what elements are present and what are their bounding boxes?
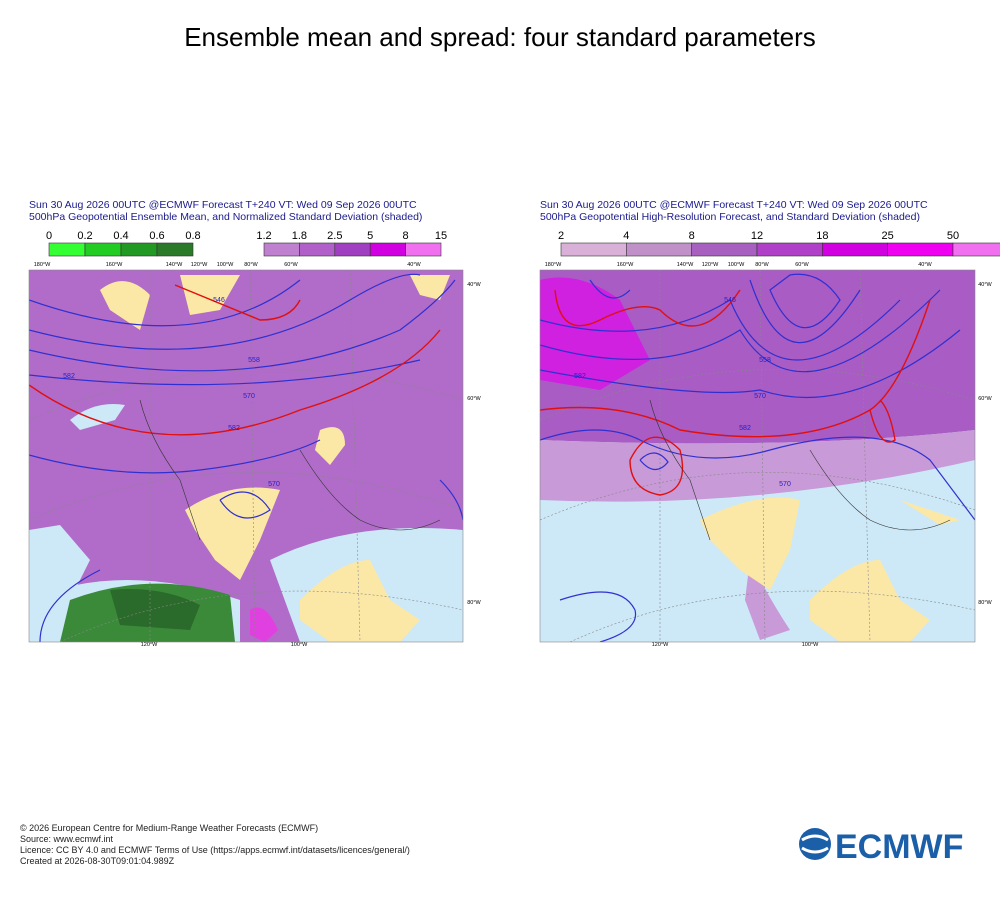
page-title: Ensemble mean and spread: four standard … bbox=[184, 22, 816, 52]
graticule-label: 100°W bbox=[728, 262, 745, 268]
graticule-label: 60°W bbox=[284, 262, 298, 268]
graticule-label: 60°W bbox=[978, 396, 992, 402]
legend-swatch bbox=[887, 242, 954, 257]
graticule-label: 140°W bbox=[677, 262, 694, 268]
panel-header: Sun 30 Aug 2026 00UTC @ECMWF Forecast T+… bbox=[540, 199, 928, 211]
graticule-label: 100°W bbox=[802, 642, 819, 648]
legend-label: 2.5 bbox=[327, 230, 342, 242]
legend-swatch bbox=[952, 242, 1000, 257]
graticule-label: 180°W bbox=[34, 262, 51, 268]
legend-label: 1.8 bbox=[292, 230, 307, 242]
contour-label: 570 bbox=[243, 393, 255, 400]
graticule-label: 80°W bbox=[755, 262, 769, 268]
legend-label: 8 bbox=[403, 230, 409, 242]
contour-label: 570 bbox=[268, 481, 280, 488]
graticule-label: 140°W bbox=[166, 262, 183, 268]
legend-label: 0 bbox=[46, 230, 52, 242]
legend-swatch bbox=[560, 242, 627, 257]
legend-label: 25 bbox=[882, 230, 894, 242]
contour-label: 570 bbox=[779, 481, 791, 488]
legend-swatch bbox=[156, 242, 194, 257]
graticule-label: 80°W bbox=[244, 262, 258, 268]
contour-label: 582 bbox=[574, 373, 586, 380]
graticule-label: 120°W bbox=[652, 642, 669, 648]
legend-swatch bbox=[84, 242, 122, 257]
map-left bbox=[29, 270, 463, 642]
graticule-label: 80°W bbox=[467, 600, 481, 606]
contour-label: 546 bbox=[724, 297, 736, 304]
legend-swatch bbox=[756, 242, 823, 257]
logo-text: ECMWF bbox=[835, 828, 963, 866]
graticule-label: 160°W bbox=[106, 262, 123, 268]
legend-label: 1.2 bbox=[256, 230, 271, 242]
contour-label: 582 bbox=[739, 425, 751, 432]
legend-label: 15 bbox=[435, 230, 447, 242]
legend-label: 0.4 bbox=[113, 230, 128, 242]
contour-label: 558 bbox=[248, 357, 260, 364]
graticule-label: 40°W bbox=[407, 262, 421, 268]
legend-swatch bbox=[334, 242, 371, 257]
legend-label: 8 bbox=[689, 230, 695, 242]
legend-label: 5 bbox=[367, 230, 373, 242]
legend-swatch bbox=[626, 242, 692, 257]
legend-label: 0.8 bbox=[185, 230, 200, 242]
legend-swatch bbox=[120, 242, 158, 257]
logo: ECMWF bbox=[799, 828, 963, 866]
legend-swatch bbox=[299, 242, 336, 257]
legend-label: 2 bbox=[558, 230, 564, 242]
map-right bbox=[540, 270, 975, 642]
footer-line: Source: www.ecmwf.int bbox=[20, 834, 114, 844]
graticule-label: 40°W bbox=[918, 262, 932, 268]
graticule-label: 40°W bbox=[978, 282, 992, 288]
legend-label: 4 bbox=[623, 230, 629, 242]
graticule-label: 60°W bbox=[467, 396, 481, 402]
legend-swatch bbox=[48, 242, 86, 257]
contour-label: 558 bbox=[759, 357, 771, 364]
legend-label: 50 bbox=[947, 230, 959, 242]
legend-label: 0.6 bbox=[149, 230, 164, 242]
footer-line: Licence: CC BY 4.0 and ECMWF Terms of Us… bbox=[20, 845, 410, 855]
graticule-label: 100°W bbox=[291, 642, 308, 648]
legend-label: 0.2 bbox=[77, 230, 92, 242]
legend-swatch bbox=[691, 242, 758, 257]
legend-swatch bbox=[263, 242, 300, 257]
graticule-label: 160°W bbox=[617, 262, 634, 268]
graticule-label: 60°W bbox=[795, 262, 809, 268]
legend-swatch bbox=[822, 242, 888, 257]
contour-label: 570 bbox=[754, 393, 766, 400]
legend-label: 12 bbox=[751, 230, 763, 242]
graticule-label: 120°W bbox=[191, 262, 208, 268]
footer-line: © 2026 European Centre for Medium-Range … bbox=[20, 823, 318, 833]
graticule-label: 180°W bbox=[545, 262, 562, 268]
graticule-label: 40°W bbox=[467, 282, 481, 288]
graticule-label: 80°W bbox=[978, 600, 992, 606]
contour-label: 582 bbox=[63, 373, 75, 380]
contour-label: 546 bbox=[213, 297, 225, 304]
graticule-label: 100°W bbox=[217, 262, 234, 268]
graticule-label: 120°W bbox=[141, 642, 158, 648]
panel-header: 500hPa Geopotential High-Resolution Fore… bbox=[540, 211, 920, 223]
legend-label: 18 bbox=[816, 230, 828, 242]
legend-swatch bbox=[369, 242, 406, 257]
panel-header: Sun 30 Aug 2026 00UTC @ECMWF Forecast T+… bbox=[29, 199, 417, 211]
legend-swatch bbox=[405, 242, 442, 257]
footer-line: Created at 2026-08-30T09:01:04.989Z bbox=[20, 856, 175, 866]
graticule-label: 120°W bbox=[702, 262, 719, 268]
contour-label: 582 bbox=[228, 425, 240, 432]
panel-header: 500hPa Geopotential Ensemble Mean, and N… bbox=[29, 211, 422, 223]
